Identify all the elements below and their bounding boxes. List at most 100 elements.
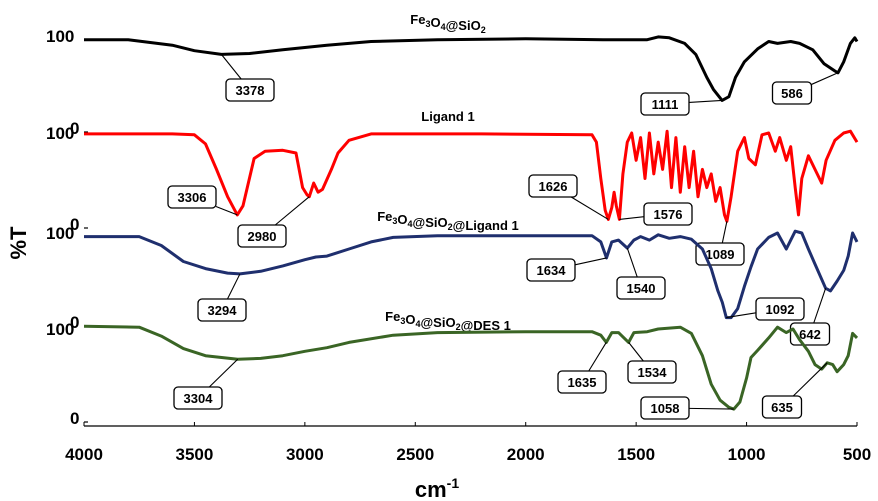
series-line — [84, 129, 859, 223]
annotation-box — [643, 202, 693, 226]
annotation-leader — [811, 72, 839, 85]
x-axis-title-exponent: -1 — [447, 475, 460, 491]
annotation-label: 1111 — [652, 97, 679, 112]
annotation-leader — [226, 273, 241, 300]
annotation-label: 1626 — [539, 179, 568, 194]
series-title-part: O — [397, 212, 407, 227]
annotation-label: 642 — [799, 327, 821, 342]
series-title-part: @Ligand 1 — [453, 218, 519, 233]
annotation-box — [167, 185, 217, 209]
series-title-part: O — [405, 312, 415, 327]
annotation-label: 3306 — [178, 190, 207, 205]
annotation-leader — [688, 99, 723, 104]
annotation-box — [173, 386, 223, 410]
peak-annotation: 635 — [761, 362, 828, 419]
peak-annotation: 1111 — [640, 92, 723, 116]
annotation-leader — [274, 196, 310, 226]
x-axis-title: cm-1 — [415, 475, 459, 501]
annotation-box — [225, 78, 275, 102]
peak-annotation: 2980 — [237, 196, 310, 248]
peak-annotation: 1626 — [528, 174, 609, 220]
annotation-leader — [721, 221, 728, 244]
annotation-box — [237, 224, 287, 248]
annotation-label: 1635 — [568, 375, 597, 390]
y-tick-label-100: 100 — [46, 224, 74, 243]
series-line — [84, 35, 859, 102]
annotation-label: 3294 — [208, 303, 238, 318]
x-tick-label: 3000 — [286, 445, 324, 464]
annotation-label: 1089 — [706, 247, 735, 262]
x-axis-title-unit: cm — [415, 477, 447, 501]
annotation-box — [640, 92, 690, 116]
annotation-label: 1576 — [654, 207, 683, 222]
series-title: Ligand 1 — [421, 109, 474, 124]
series-title-part: @SiO — [446, 18, 481, 33]
peak-annotation: 3378 — [220, 54, 275, 102]
peak-annotation: 1635 — [557, 342, 607, 394]
annotation-box — [627, 360, 677, 384]
x-tick-label: 3500 — [176, 445, 214, 464]
series-title-part: @DES 1 — [461, 318, 511, 333]
annotation-box — [771, 81, 813, 105]
annotation-box — [528, 174, 578, 198]
annotation-leader — [813, 288, 827, 324]
series-title-part: 4 — [408, 219, 413, 229]
series-title-part: 2 — [456, 322, 461, 332]
series-line — [83, 324, 859, 411]
annotation-box — [197, 298, 247, 322]
annotation-label: 2980 — [248, 229, 277, 244]
y-tick-label-100: 100 — [46, 124, 74, 143]
x-tick-label: 2500 — [396, 445, 434, 464]
series-title: Fe3O4@SiO2@DES 1 — [385, 309, 511, 333]
x-tick-label: 2000 — [507, 445, 545, 464]
peak-annotation: 1540 — [616, 247, 666, 300]
annotation-label: 1058 — [651, 401, 680, 416]
series-title-part: Fe — [377, 209, 392, 224]
x-tick-label: 1000 — [728, 445, 766, 464]
series-title-part: 4 — [441, 22, 446, 32]
series-title-part: @SiO — [420, 315, 455, 330]
annotation-box — [761, 395, 803, 419]
series-title-part: O — [430, 15, 440, 30]
x-tick-label: 500 — [843, 445, 871, 464]
annotation-leader — [208, 358, 239, 388]
annotation-label: 586 — [781, 86, 803, 101]
annotation-leader — [688, 407, 734, 410]
series-title-part: 3 — [392, 216, 397, 226]
annotation-label: 3304 — [184, 391, 214, 406]
annotation-leader — [220, 54, 242, 80]
peak-annotation: 1058 — [640, 396, 734, 420]
annotation-box — [557, 370, 607, 394]
series-title-part: Fe — [385, 309, 400, 324]
series-title-part: 2 — [448, 222, 453, 232]
annotation-label: 1540 — [627, 281, 656, 296]
series-line — [84, 229, 859, 320]
peak-annotation: 1534 — [627, 342, 677, 384]
y-tick-label-100: 100 — [46, 320, 74, 339]
annotation-leader — [792, 362, 828, 397]
series-title-part: 2 — [481, 25, 486, 35]
series-title-part: 3 — [400, 316, 405, 326]
annotation-box — [616, 276, 666, 300]
peak-annotation: 1089 — [695, 221, 745, 266]
y-axis-title: %T — [6, 226, 31, 260]
annotation-label: 1534 — [638, 365, 668, 380]
annotation-label: 3378 — [236, 83, 265, 98]
series-title-part: Ligand 1 — [421, 109, 474, 124]
x-tick-label: 4000 — [65, 445, 103, 464]
x-tick-label: 1500 — [617, 445, 655, 464]
y-tick-label-0: 0 — [70, 409, 79, 428]
series-title-part: @SiO — [413, 215, 448, 230]
peak-annotation: 3304 — [173, 358, 239, 410]
annotation-leader — [726, 312, 757, 319]
series-title-part: 3 — [425, 19, 430, 29]
annotation-leader — [574, 257, 607, 266]
y-tick-label-0: 0 — [70, 313, 79, 332]
series-group: 100 0 Fe3O4@SiO2 3378 1111 586 — [46, 12, 859, 138]
peak-annotation: 586 — [771, 72, 839, 105]
y-tick-label-0: 0 — [70, 215, 79, 234]
peak-annotation: 1576 — [619, 202, 693, 226]
